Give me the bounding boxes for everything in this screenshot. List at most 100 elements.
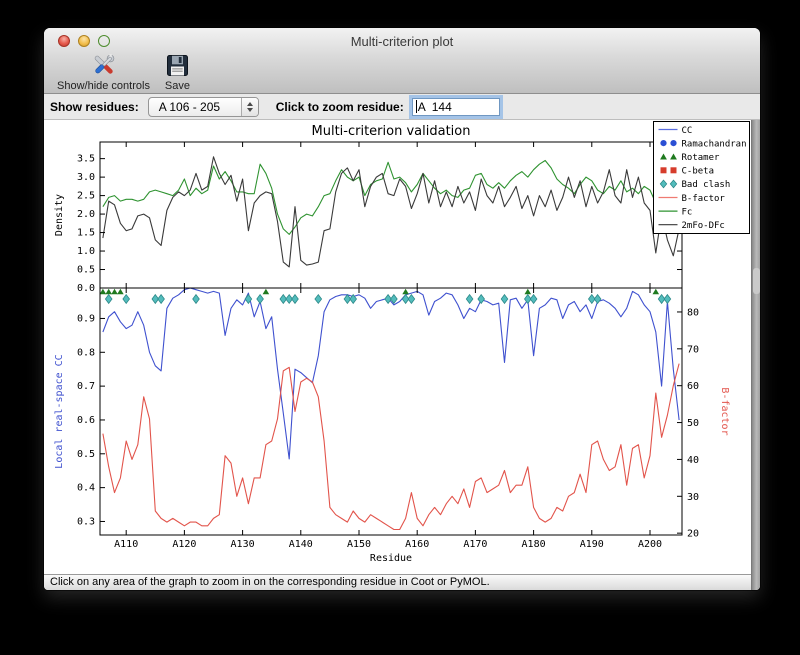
residue-range-select[interactable]: A 106 - 205 [147,96,259,117]
legend-label: Bad clash [682,180,731,190]
zoom-button[interactable] [98,35,110,47]
zoom-residue-input[interactable]: A 144 [411,97,500,116]
x-tick-label: A190 [580,539,604,550]
traffic-lights [58,35,110,47]
bad-clash-marker [256,293,264,305]
cc-tick-label: 0.8 [77,347,95,358]
rotamer-marker [117,288,124,295]
line-B-factor [102,363,680,531]
bad-clash-marker [151,293,160,305]
legend-entry: Fc [658,207,693,217]
bfactor-tick-label: 70 [687,344,699,355]
bad-clash-marker [407,293,416,305]
validation-plot[interactable]: A110 A120 A130 A140 A150 A160 A170 A180 A190 A200… [45,120,751,574]
rotamer-marker [111,288,118,295]
x-tick-label: A110 [114,539,138,550]
toolbar-button-label: Save [164,80,190,92]
bad-clash-marker [343,293,352,305]
bad-clash-marker [465,293,474,305]
bad-clash-marker [384,293,392,305]
cc-tick-label: 0.6 [77,415,95,426]
cc-axis-label: Local real-space CC [54,354,65,468]
x-tick-label: A150 [347,539,371,550]
multi-criterion-plot-window: Multi-criterion plot Show/hide controls [44,28,760,590]
legend-entry: Ramachandran [660,139,747,149]
bad-clash-marker [529,293,538,305]
legend-entry: Rotamer [660,153,720,163]
x-axis-label: Residue [370,553,412,564]
density-axis-label: Density [54,194,65,236]
cc-tick-label: 0.9 [77,313,95,324]
bad-clash-marker [477,293,485,305]
line-CC [102,287,680,460]
bad-clash-marker [663,293,672,305]
x-tick-label: A180 [522,539,546,550]
bad-clash-marker [657,293,666,305]
bfactor-axis-label: B-factor [719,387,730,435]
density-tick-label: 2.5 [77,191,95,202]
bad-clash-marker [401,293,410,305]
rotamer-marker [105,288,112,295]
window-title: Multi-criterion plot [350,34,454,49]
x-tick-label: A160 [405,539,429,550]
bad-clash-marker [314,293,323,305]
legend-label: Ramachandran [682,139,747,149]
bad-clash-marker [104,293,113,305]
chevron-down-icon [246,107,253,112]
save-button[interactable]: Save [157,52,198,94]
tools-icon [94,54,115,74]
legend-label: Fc [682,207,693,217]
bad-clash-marker [244,293,253,305]
bad-clash-marker [500,293,509,305]
window-chrome: Multi-criterion plot Show/hide controls [44,28,760,94]
bottom-axes [99,287,683,536]
vertical-scrollbar[interactable] [751,120,760,590]
scrollbar-thumb[interactable] [753,268,760,294]
x-tick-label: A200 [638,539,662,550]
close-button[interactable] [58,35,70,47]
controls-bar: Show residues: A 106 - 205 Click to zoom… [44,94,760,120]
minimize-button[interactable] [78,35,90,47]
bad-clash-marker [279,293,288,305]
legend-label: C-beta [682,167,715,177]
save-icon [166,55,188,76]
stepper-icon[interactable] [240,97,258,116]
bad-clash-marker [291,293,299,305]
legend-label: 2mFo-DFc [682,221,725,231]
bad-clash-marker [122,293,131,305]
legend-entry: C-beta [660,167,715,177]
bfactor-tick-label: 40 [687,455,699,466]
cc-tick-label: 0.3 [77,516,95,527]
figure-panel: A110 A120 A130 A140 A150 A160 A170 A180 A190 A200… [44,120,751,574]
cc-tick-label: 0.7 [77,381,95,392]
bad-clash-marker [157,293,165,305]
rotamer-marker [99,288,107,295]
x-tick-label: A170 [463,539,487,550]
bad-clash-marker [524,293,532,305]
status-text: Click on any area of the graph to zoom i… [50,576,490,588]
chevron-up-icon [246,101,253,106]
plot-title: Multi-criterion validation [312,124,471,139]
bad-clash-marker [349,293,357,305]
density-tick-label: 3.5 [77,154,95,165]
toolbar: Show/hide controls Save [50,53,198,94]
zoom-residue-label: Click to zoom residue: [275,99,404,114]
bad-clash-marker [593,293,602,305]
density-tick-label: 0.0 [77,283,95,294]
title-bar[interactable]: Multi-criterion plot [44,28,760,53]
legend-entry: CC [658,126,692,136]
x-tick-label: A130 [231,539,255,550]
bad-clash-marker [390,293,398,305]
top-axes [99,141,683,289]
text-caret [415,100,417,113]
density-tick-label: 0.5 [77,265,95,276]
bad-clash-marker [192,293,200,305]
legend-entry: Bad clash [659,179,731,190]
show-hide-controls-button[interactable]: Show/hide controls [50,52,157,94]
legend-box [653,121,750,234]
bad-clash-marker [285,293,294,305]
bfactor-tick-label: 50 [687,418,699,429]
bad-clash-marker [588,293,596,305]
rotamer-marker [524,288,532,295]
